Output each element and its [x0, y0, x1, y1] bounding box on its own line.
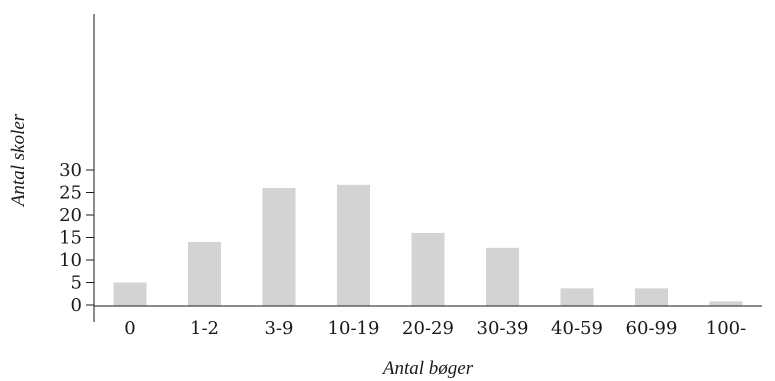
bar — [486, 247, 519, 306]
bar — [337, 184, 370, 306]
bars-group — [113, 184, 743, 306]
bar — [262, 188, 296, 306]
x-axis-title: Antal bøger — [381, 358, 474, 379]
y-tick-label: 15 — [59, 228, 82, 249]
y-tick-label: 30 — [59, 160, 82, 181]
bar — [709, 301, 743, 306]
x-tick-label: 30-39 — [477, 318, 529, 339]
x-tick-label: 40-59 — [551, 318, 603, 339]
y-tick-label: 10 — [59, 250, 82, 271]
x-tick-label: 3-9 — [265, 318, 294, 339]
bar — [560, 288, 594, 306]
bar — [113, 282, 147, 306]
y-axis-title: Antal skoler — [8, 113, 29, 208]
x-tick-label: 1-2 — [190, 318, 219, 339]
y-tick-label: 25 — [59, 183, 82, 204]
x-tick-label: 20-29 — [402, 318, 454, 339]
y-tick-label: 0 — [71, 295, 82, 316]
x-tick-label: 100- — [706, 318, 746, 339]
bar — [188, 242, 221, 306]
x-ticks-group: 0 1-2 3-9 10-19 20-29 30-39 40-59 60-99 100- — [124, 318, 746, 339]
y-tick-label: 5 — [71, 273, 82, 294]
x-tick-label: 60-99 — [626, 318, 678, 339]
y-tick-label: 20 — [59, 205, 82, 226]
x-tick-label: 10-19 — [328, 318, 380, 339]
x-tick-label: 0 — [124, 318, 135, 339]
bar — [635, 288, 668, 306]
bar — [411, 233, 445, 306]
